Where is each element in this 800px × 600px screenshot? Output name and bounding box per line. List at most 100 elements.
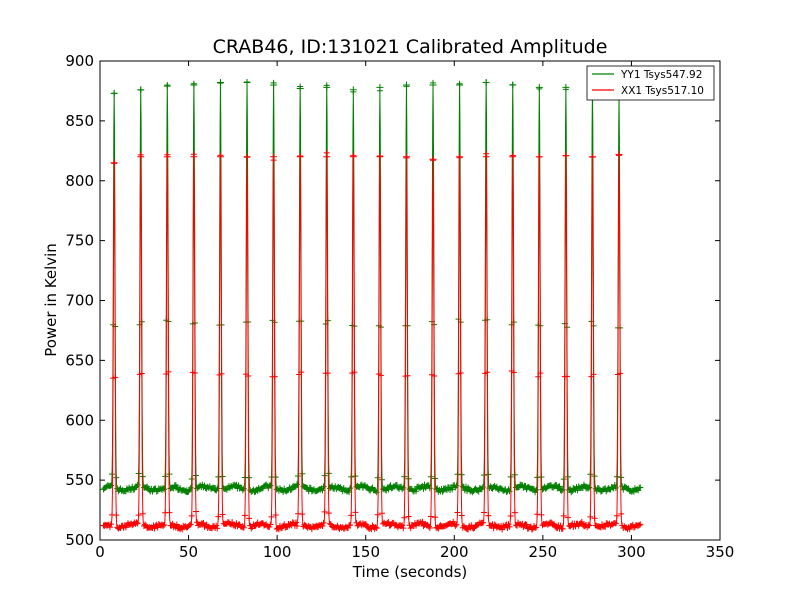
series-marker xyxy=(321,508,328,515)
series-marker xyxy=(199,520,206,527)
y-tick-label: 500 xyxy=(65,531,94,549)
y-tick-label: 750 xyxy=(65,232,94,250)
series-marker xyxy=(165,368,172,375)
series-marker xyxy=(585,485,592,492)
series-marker xyxy=(454,509,461,516)
series-marker xyxy=(240,485,247,492)
series-marker xyxy=(586,484,593,491)
series-marker xyxy=(431,373,438,380)
series-marker xyxy=(324,370,331,377)
series-marker xyxy=(263,481,270,488)
series-marker xyxy=(585,521,592,528)
series-marker xyxy=(214,525,221,532)
series-marker xyxy=(404,372,411,379)
series-marker xyxy=(268,513,275,520)
series-marker xyxy=(385,486,392,493)
peak-marker xyxy=(137,86,145,94)
series-marker xyxy=(637,521,644,528)
series-marker xyxy=(617,370,624,377)
series-marker xyxy=(215,513,222,520)
series-marker xyxy=(107,521,114,528)
series-marker xyxy=(534,511,541,518)
legend-box xyxy=(586,65,715,101)
series-marker xyxy=(287,487,294,494)
series-marker xyxy=(602,523,609,530)
series-marker xyxy=(135,512,142,519)
series-marker xyxy=(405,513,412,520)
series-marker xyxy=(637,484,644,491)
series-marker xyxy=(245,373,252,380)
peak-marker xyxy=(270,81,278,89)
series-marker xyxy=(379,510,386,517)
series-marker xyxy=(578,518,585,525)
series-marker xyxy=(587,513,594,520)
series-1 xyxy=(95,149,649,533)
series-marker xyxy=(452,522,459,529)
peak-marker xyxy=(402,81,410,89)
series-marker xyxy=(187,484,194,491)
series-marker xyxy=(188,512,195,519)
series-marker xyxy=(413,522,420,529)
series-marker xyxy=(618,510,625,517)
series-marker xyxy=(457,370,464,377)
series-marker xyxy=(505,521,512,528)
peak-marker xyxy=(588,153,596,161)
series-marker xyxy=(385,518,392,525)
series-marker xyxy=(400,484,407,491)
series-marker xyxy=(595,485,602,492)
series-marker xyxy=(426,485,433,492)
y-tick-label: 650 xyxy=(65,351,94,369)
peak-marker xyxy=(163,153,171,161)
y-tick-label: 900 xyxy=(65,52,94,70)
series-marker xyxy=(351,369,358,376)
peak-marker xyxy=(482,153,490,161)
series-marker xyxy=(590,371,597,378)
series-marker xyxy=(426,524,433,531)
series-marker xyxy=(481,509,488,516)
series-marker xyxy=(186,521,193,528)
series-marker xyxy=(393,482,400,489)
peak-marker xyxy=(137,153,145,161)
series-marker xyxy=(267,521,274,528)
series-marker xyxy=(453,482,460,489)
series-marker xyxy=(113,474,120,481)
series-marker xyxy=(413,488,420,495)
series-marker xyxy=(611,481,618,488)
peak-marker xyxy=(243,79,251,87)
series-marker xyxy=(479,483,486,490)
peak-marker xyxy=(402,153,410,161)
series-marker xyxy=(565,514,572,521)
series-marker xyxy=(533,524,540,531)
peak-marker xyxy=(190,153,198,161)
x-tick-label: 0 xyxy=(95,543,105,561)
series-marker xyxy=(161,486,168,493)
peak-marker xyxy=(535,83,543,91)
series-marker xyxy=(563,373,570,380)
series-marker xyxy=(484,369,491,376)
series-marker xyxy=(298,369,305,376)
y-axis-label: Power in Kelvin xyxy=(42,243,60,357)
series-marker xyxy=(419,518,426,525)
peak-marker xyxy=(615,150,623,158)
series-marker xyxy=(432,514,439,521)
peak-marker xyxy=(509,153,517,161)
series-marker xyxy=(533,486,540,493)
series-marker xyxy=(229,519,236,526)
legend-label-xx1: XX1 Tsys517.10 xyxy=(621,85,704,97)
series-marker xyxy=(485,512,492,519)
series-marker xyxy=(558,487,565,494)
series-marker xyxy=(213,522,220,529)
series-marker xyxy=(587,471,594,478)
y-tick-label: 800 xyxy=(65,172,94,190)
peak-marker xyxy=(243,153,251,161)
peak-marker xyxy=(376,83,384,91)
series-marker xyxy=(293,522,300,529)
series-marker xyxy=(109,471,116,478)
peak-marker xyxy=(163,82,171,90)
series-marker xyxy=(556,483,563,490)
series-marker xyxy=(219,511,226,518)
series-marker xyxy=(374,511,381,518)
series-marker xyxy=(377,372,384,379)
tick-layer: 0 50 100 150 200 250 300 350 500 550 600 650 700 750 8… xyxy=(65,52,734,561)
